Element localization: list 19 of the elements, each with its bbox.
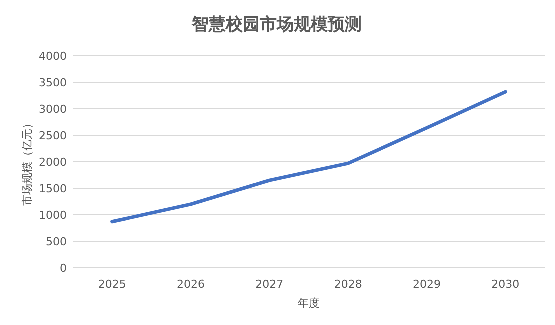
chart-title: 智慧校园市场规模预测 bbox=[191, 15, 362, 35]
y-tick-label: 4000 bbox=[39, 50, 67, 63]
y-tick-label: 2500 bbox=[39, 130, 67, 142]
x-tick-label: 2028 bbox=[334, 278, 362, 291]
y-tick-label: 2000 bbox=[39, 156, 67, 169]
x-tick-label: 2030 bbox=[492, 278, 520, 291]
x-tick-label: 2029 bbox=[413, 278, 441, 291]
y-tick-label: 500 bbox=[46, 236, 67, 248]
y-tick-label: 3500 bbox=[39, 76, 67, 90]
y-axis-title: 市场规模（亿元） bbox=[21, 118, 34, 206]
x-tick-label: 2026 bbox=[177, 278, 205, 291]
x-axis-title: 年度 bbox=[298, 297, 320, 310]
line-series bbox=[110, 90, 508, 224]
y-tick-label: 0 bbox=[60, 262, 67, 275]
y-tick-label: 1500 bbox=[39, 182, 67, 196]
x-tick-label: 2027 bbox=[256, 278, 284, 291]
y-tick-label: 1000 bbox=[39, 209, 67, 222]
y-tick-label: 3000 bbox=[39, 103, 67, 116]
x-tick-label: 2025 bbox=[98, 278, 126, 291]
